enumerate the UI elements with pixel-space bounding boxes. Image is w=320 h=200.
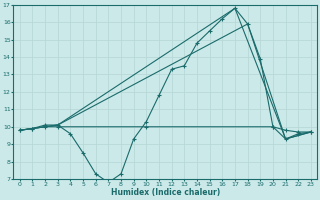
X-axis label: Humidex (Indice chaleur): Humidex (Indice chaleur)	[111, 188, 220, 197]
